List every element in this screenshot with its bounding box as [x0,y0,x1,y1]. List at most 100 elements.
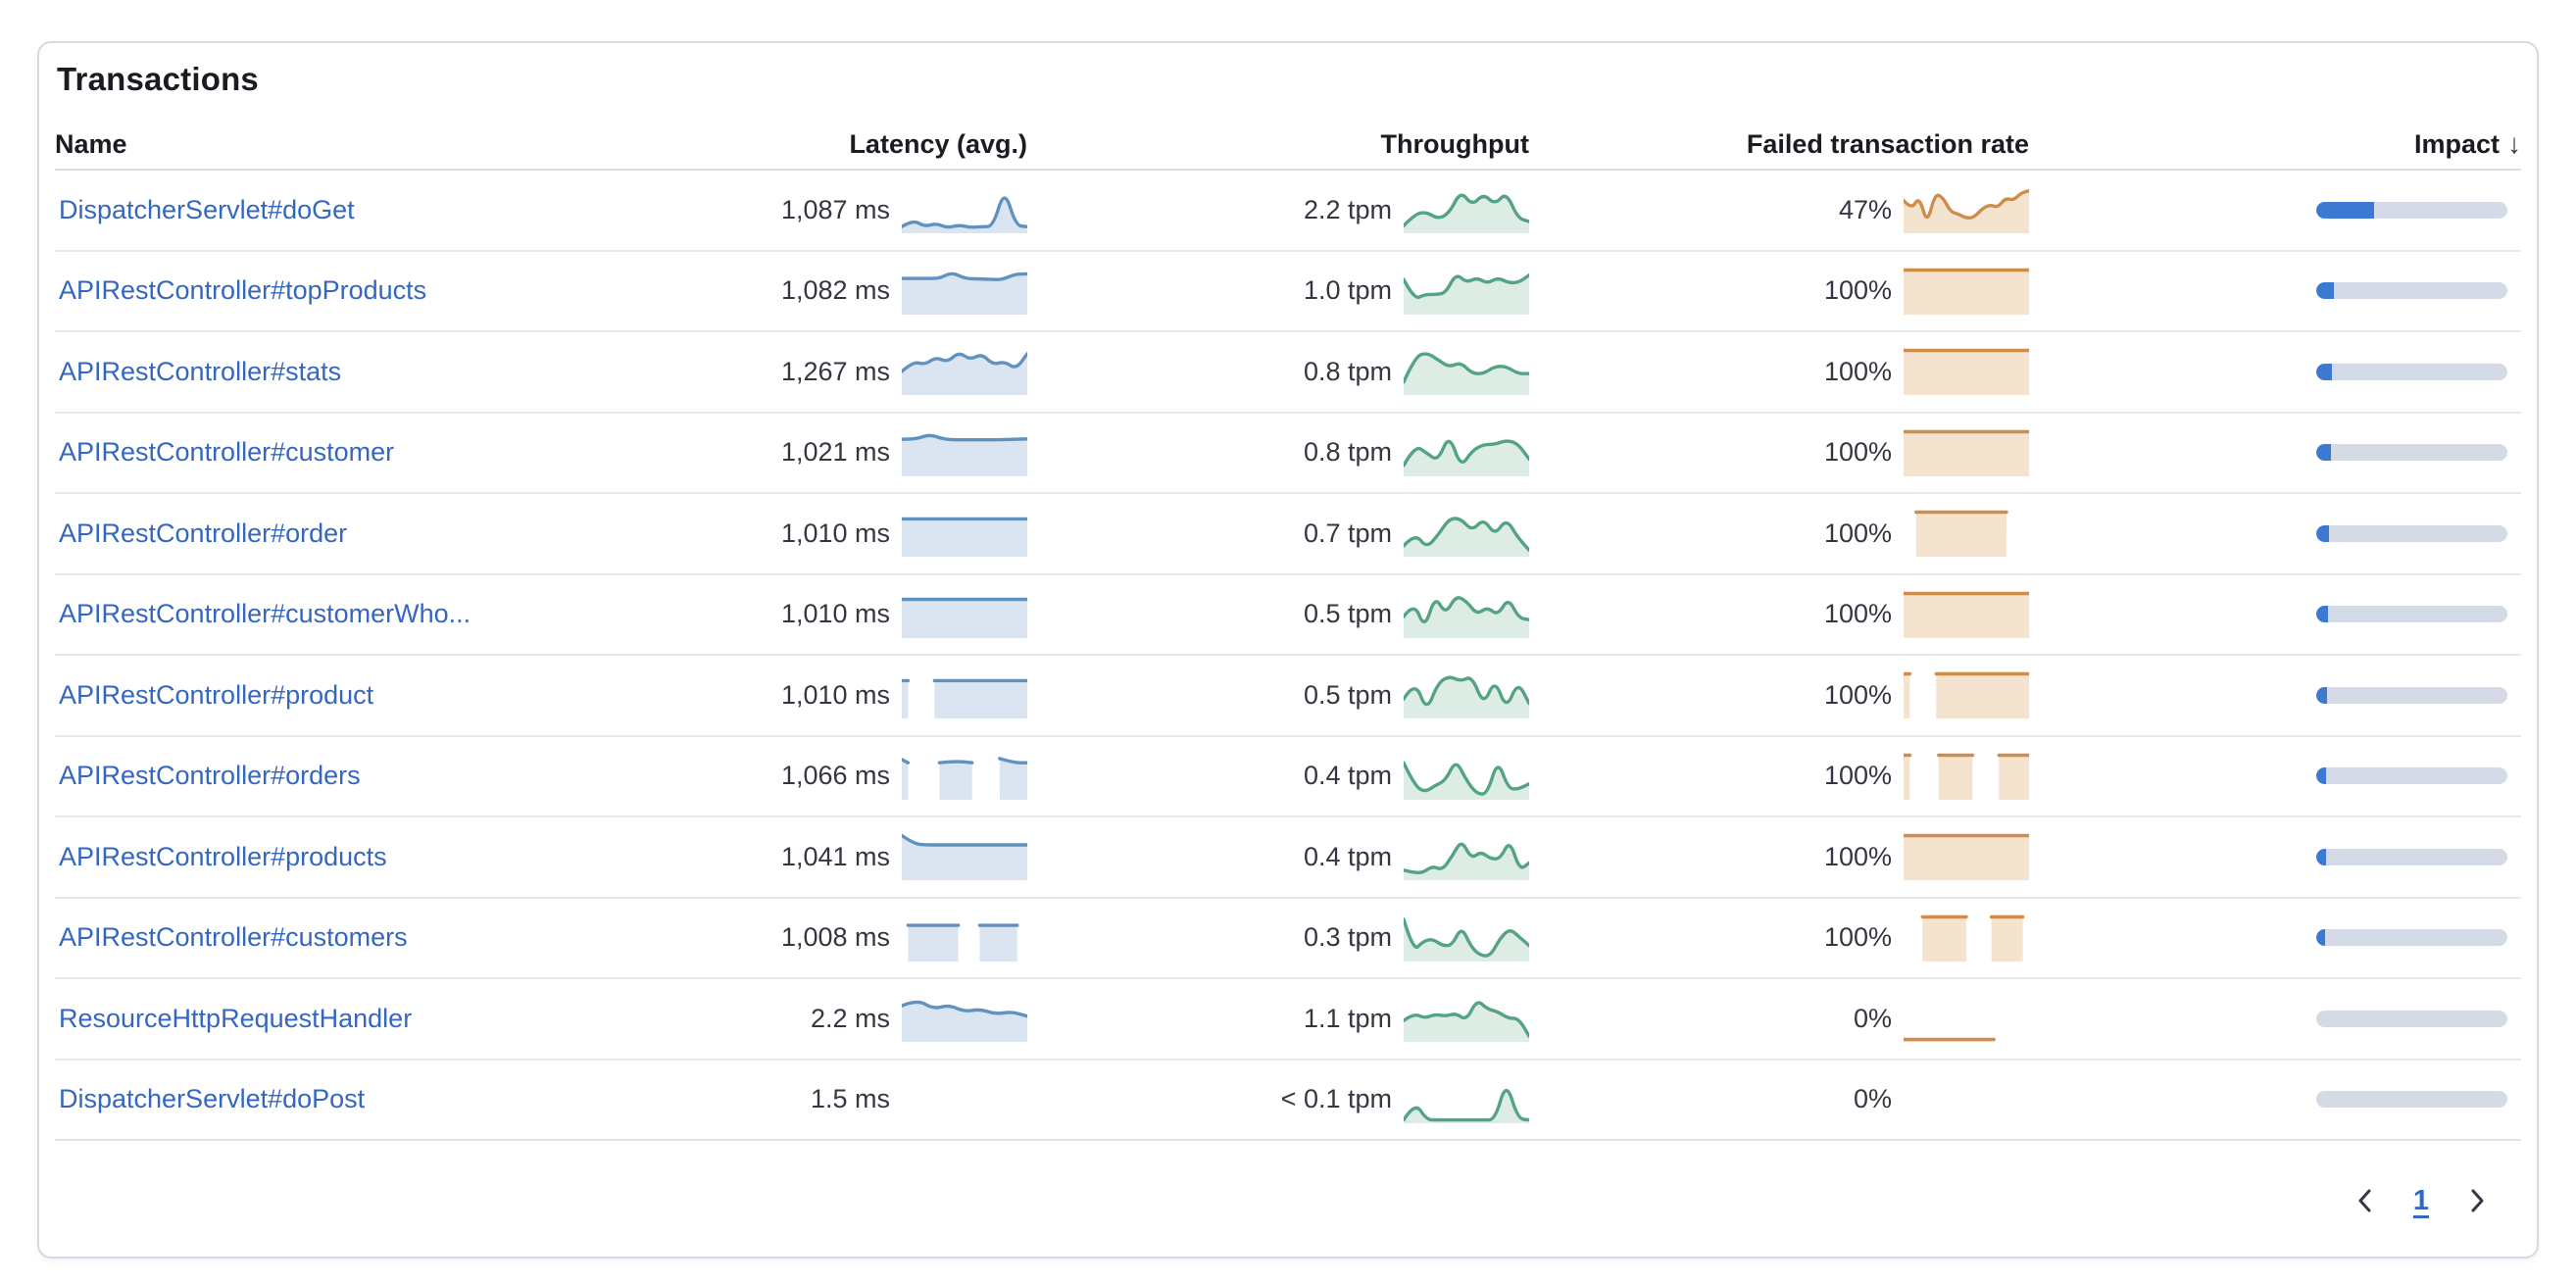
impact-bar-track [2316,282,2507,300]
failed-rate-cell: 100% [1529,348,2029,396]
latency-cell: 1,082 ms [733,268,1027,315]
impact-bar-track [2316,444,2507,462]
failed-rate-sparkline [1904,1038,1996,1043]
throughput-sparkline [1404,517,1529,558]
table-row: APIRestController#orders 1,066 ms 0.4 tp… [55,737,2521,817]
failed-rate-cell: 0% [1529,1076,2029,1123]
failed-rate-sparkline [1904,672,2029,719]
failed-rate-cell: 0% [1529,995,2029,1043]
latency-value: 1,066 ms [780,761,890,791]
failed-rate-sparkline [1904,429,2029,476]
failed-rate-sparkline [1920,914,2025,962]
table-row: APIRestController#customers 1,008 ms 0.3… [55,899,2521,979]
column-header-impact[interactable]: Impact ↓ [2414,128,2521,160]
impact-bar-fill [2316,363,2332,380]
failed-rate-value: 100% [1823,679,1892,710]
failed-rate-value: 100% [1823,437,1892,468]
latency-cell: 1,010 ms [733,671,1027,719]
page-number-1[interactable]: 1 [2407,1184,2435,1218]
chevron-right-icon [2471,1189,2484,1212]
impact-bar-fill [2316,686,2327,704]
impact-bar-track [2316,201,2507,219]
throughput-sparkline [1404,352,1529,396]
latency-sparkline [902,834,1027,881]
latency-cell: 1,267 ms [733,348,1027,396]
latency-sparkline [902,352,1027,396]
throughput-value: < 0.1 tpm [1280,1084,1392,1114]
transaction-name-link[interactable]: APIRestController#customerWho... [59,599,471,629]
throughput-cell: 0.8 tpm [1027,348,1529,396]
throughput-value: 0.8 tpm [1303,437,1392,468]
table-row: APIRestController#topProducts 1,082 ms 1… [55,252,2521,332]
failed-rate-cell: 100% [1529,914,2029,962]
impact-bar-fill [2316,524,2329,542]
impact-cell [2029,201,2521,219]
latency-value: 1,010 ms [780,518,890,548]
failed-rate-sparkline [1904,349,2029,396]
table-row: APIRestController#customerWho... 1,010 m… [55,575,2521,656]
throughput-value: 0.8 tpm [1303,356,1392,386]
failed-rate-cell: 100% [1529,753,2029,800]
impact-cell [2029,686,2521,704]
latency-value: 1,021 ms [780,437,890,468]
previous-page-button[interactable] [2343,1178,2388,1223]
impact-cell [2029,848,2521,865]
failed-rate-sparkline [1904,268,2029,315]
latency-sparkline [902,597,1027,638]
transaction-name-link[interactable]: APIRestController#customers [59,922,408,953]
latency-value: 1,010 ms [780,679,890,710]
latency-value: 1,267 ms [780,356,890,386]
transaction-name-link[interactable]: APIRestController#orders [59,761,361,791]
table-row: APIRestController#customer 1,021 ms 0.8 … [55,414,2521,494]
throughput-sparkline [1404,1088,1529,1123]
latency-value: 1,082 ms [780,275,890,306]
latency-sparkline [902,1001,1027,1043]
throughput-sparkline [1404,439,1529,476]
failed-rate-cell: 100% [1529,591,2029,638]
chevron-left-icon [2358,1189,2371,1212]
failed-rate-sparkline [1904,591,2029,638]
transaction-name-link[interactable]: APIRestController#topProducts [59,275,427,306]
failed-rate-sparkline [1904,834,2029,881]
table-row: ResourceHttpRequestHandler 2.2 ms 1.1 tp… [55,979,2521,1061]
sort-desc-arrow-icon: ↓ [2507,128,2521,159]
latency-sparkline [906,923,1019,962]
latency-cell: 1,010 ms [733,591,1027,638]
transaction-name-link[interactable]: DispatcherServlet#doPost [59,1084,366,1114]
throughput-cell: 0.5 tpm [1027,671,1529,719]
failed-rate-value: 100% [1823,518,1892,548]
column-header-latency: Latency (avg.) [849,128,1027,159]
transaction-name-link[interactable]: ResourceHttpRequestHandler [59,1003,413,1033]
transaction-name-link[interactable]: APIRestController#order [59,518,348,548]
throughput-sparkline [1404,842,1529,881]
latency-cell: 1,021 ms [733,429,1027,476]
throughput-cell: 1.1 tpm [1027,995,1529,1043]
throughput-sparkline [1404,595,1529,638]
transaction-name-link[interactable]: APIRestController#products [59,841,387,871]
throughput-cell: 0.7 tpm [1027,510,1529,558]
failed-rate-sparkline [1904,753,2029,800]
transaction-name-link[interactable]: APIRestController#stats [59,356,342,386]
transaction-name-link[interactable]: APIRestController#product [59,679,374,710]
failed-rate-value: 100% [1823,841,1892,871]
impact-bar-fill [2316,201,2374,219]
latency-sparkline [902,196,1027,234]
throughput-cell: 0.3 tpm [1027,914,1529,962]
column-header-impact-label: Impact [2413,128,2500,159]
transaction-name-link[interactable]: DispatcherServlet#doGet [59,194,355,224]
impact-bar-track [2316,767,2507,785]
transaction-name-link[interactable]: APIRestController#customer [59,437,395,468]
impact-cell [2029,1010,2521,1027]
impact-bar-track [2316,848,2507,865]
next-page-button[interactable] [2454,1178,2500,1223]
table-row: APIRestController#products 1,041 ms 0.4 … [55,817,2521,899]
impact-bar-fill [2316,282,2334,300]
throughput-cell: 0.4 tpm [1027,833,1529,881]
impact-bar-fill [2316,767,2326,785]
panel-title: Transactions [57,61,259,97]
throughput-value: 0.7 tpm [1303,518,1392,548]
failed-rate-cell: 100% [1529,429,2029,476]
throughput-value: 0.4 tpm [1303,761,1392,791]
latency-cell: 1,008 ms [733,914,1027,962]
pagination: 1 [55,1178,2521,1223]
